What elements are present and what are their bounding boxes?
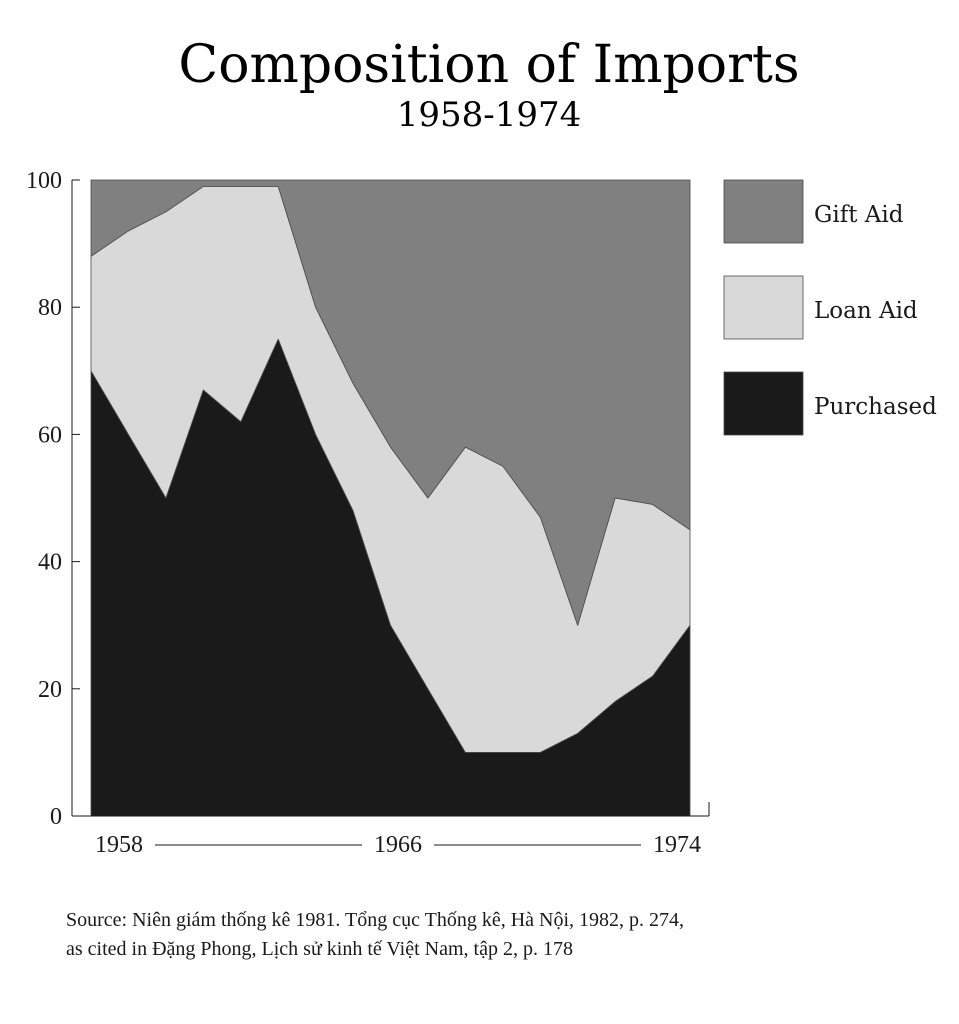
area-gift-aid <box>90 179 691 626</box>
plot-area <box>90 179 691 817</box>
axes: 0 20 40 60 80 100 1958 1966 1974 <box>26 168 710 858</box>
legend-swatch-loan-aid <box>723 275 804 340</box>
x-tick-label-1966: 1966 <box>374 832 422 858</box>
y-tick-label-80: 80 <box>38 295 62 321</box>
source-line-2: as cited in Đặng Phong, Lịch sử kinh tế … <box>66 938 573 960</box>
y-tick-label-100: 100 <box>26 168 62 194</box>
x-tick-label-1958: 1958 <box>95 832 143 858</box>
y-tick-label-40: 40 <box>38 550 62 576</box>
legend: Gift Aid Loan Aid Purchased <box>723 179 937 436</box>
legend-label-purchased: Purchased <box>814 394 937 420</box>
legend-label-loan-aid: Loan Aid <box>814 298 918 324</box>
y-tick-label-20: 20 <box>38 677 62 703</box>
y-tick-label-60: 60 <box>38 422 62 448</box>
chart-title: Composition of Imports <box>178 35 799 95</box>
y-tick-label-0: 0 <box>50 804 62 830</box>
legend-swatch-purchased <box>723 371 804 436</box>
x-tick-label-1974: 1974 <box>653 832 701 858</box>
legend-label-gift-aid: Gift Aid <box>814 202 904 228</box>
source-line-1: Source: Niên giám thống kê 1981. Tổng cụ… <box>66 909 685 931</box>
legend-swatch-gift-aid <box>723 179 804 244</box>
source-note: Source: Niên giám thống kê 1981. Tổng cụ… <box>66 906 946 964</box>
chart-subtitle: 1958-1974 <box>397 95 582 135</box>
